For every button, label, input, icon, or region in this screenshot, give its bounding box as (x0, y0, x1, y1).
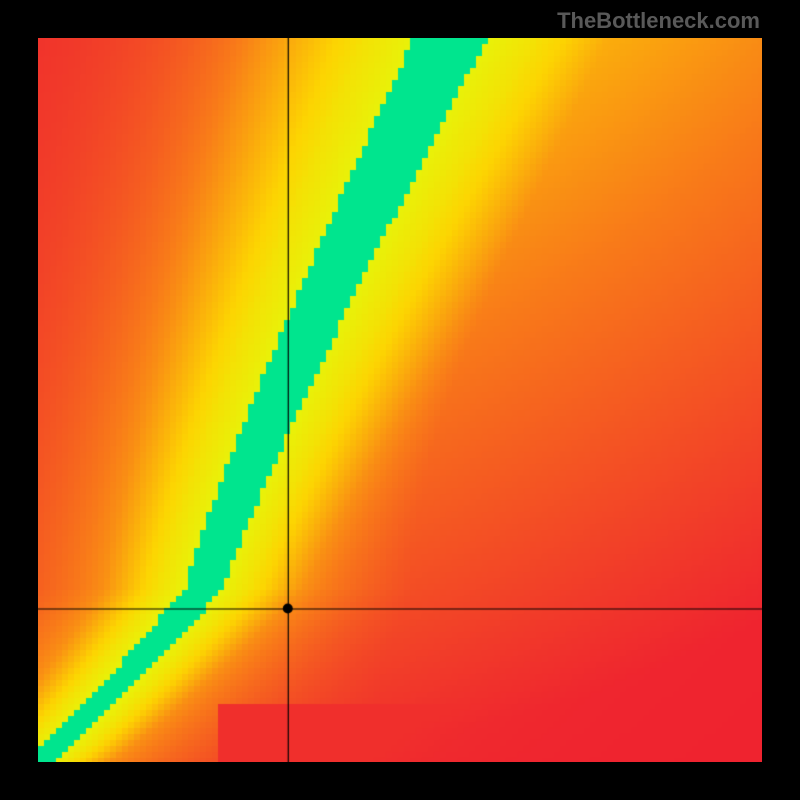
chart-container: { "chart": { "type": "heatmap", "canvas_… (0, 0, 800, 800)
bottleneck-heatmap (38, 38, 762, 762)
watermark-text: TheBottleneck.com (557, 8, 760, 34)
